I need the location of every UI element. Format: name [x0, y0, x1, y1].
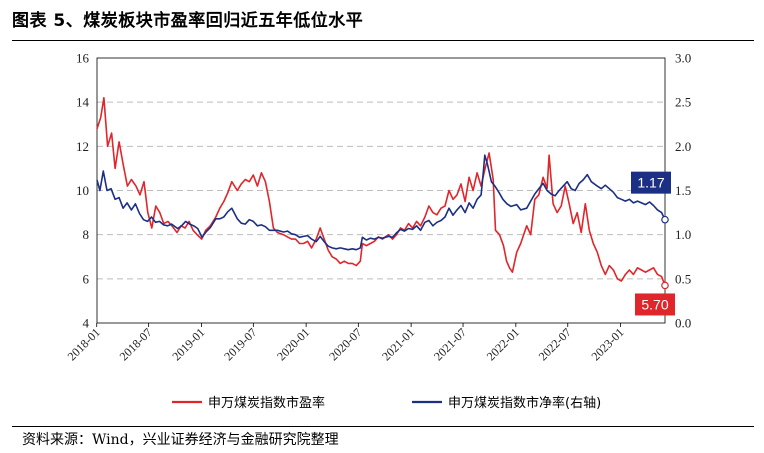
x-axis: 2018-01 2018-07 2019-01 2019-07 2020-01 2020-… [65, 323, 627, 363]
right-axis-tick-label: 2.5 [675, 95, 691, 110]
series-line-1 [96, 97, 666, 286]
x-axis-tick-label: 2019-07 [221, 325, 259, 363]
x-axis-tick-label: 2018-01 [65, 325, 103, 363]
left-axis-tick-label: 12 [76, 139, 89, 154]
end-value-box [635, 293, 675, 316]
x-axis-tick-label: 2021-01 [379, 325, 417, 363]
right-axis-tick-label: 1.0 [675, 227, 691, 242]
right-axis-tick-label: 0.0 [675, 316, 691, 331]
x-axis-tick-label: 2023-01 [588, 325, 626, 363]
right-axis-tick-label: 1.5 [675, 183, 691, 198]
x-axis-tick-label: 2019-01 [169, 325, 207, 363]
source-divider [12, 426, 754, 427]
page-title: 图表 5、煤炭板块市盈率回归近五年低位水平 [12, 11, 364, 31]
x-axis-tick-label: 2018-07 [117, 325, 155, 363]
legend-label: 申万煤炭指数市净率(右轴) [448, 395, 601, 411]
left-axis-tick-label: 16 [76, 51, 90, 66]
end-value-label: 1.17 [637, 175, 664, 191]
x-axis-tick-label: 2020-07 [326, 325, 364, 363]
chart: 4 6 8 10 12 14 16 0.0 0.5 1.0 1.5 2.0 2.5 3.0 2018-0… [65, 51, 692, 412]
end-value-labels: 5.70 1.17 [631, 171, 675, 316]
x-axis-tick-label: 2020-01 [274, 325, 312, 363]
left-axis-tick-label: 6 [83, 271, 90, 286]
series-end-marker [661, 215, 669, 224]
left-axis-tick-label: 8 [83, 227, 90, 242]
gridlines [97, 101, 665, 280]
series-line-2 [96, 154, 666, 251]
x-axis-tick-label: 2022-01 [484, 325, 522, 363]
left-axis-tick-label: 4 [83, 316, 90, 331]
right-axis-tick-label: 2.0 [675, 139, 691, 154]
series-lines [96, 97, 669, 290]
end-value-label: 5.70 [641, 296, 668, 312]
right-axis-tick-label: 0.5 [675, 271, 691, 286]
left-axis-tick-label: 14 [76, 95, 90, 110]
left-axis: 4 6 8 10 12 14 16 [76, 51, 90, 331]
source-note: 资料来源：Wind，兴业证券经济与金融研究院整理 [22, 432, 339, 448]
right-axis-tick-label: 3.0 [675, 51, 691, 66]
legend-label: 申万煤炭指数市盈率 [208, 395, 325, 411]
legend: 申万煤炭指数市盈率 申万煤炭指数市净率(右轴) [172, 395, 601, 411]
series-end-marker [661, 281, 669, 290]
x-axis-tick-label: 2022-07 [536, 325, 574, 363]
right-axis: 0.0 0.5 1.0 1.5 2.0 2.5 3.0 [675, 51, 691, 331]
left-axis-tick-label: 10 [76, 183, 89, 198]
x-axis-tick-label: 2021-07 [431, 325, 469, 363]
title-divider [12, 40, 754, 41]
end-value-box [631, 171, 671, 194]
